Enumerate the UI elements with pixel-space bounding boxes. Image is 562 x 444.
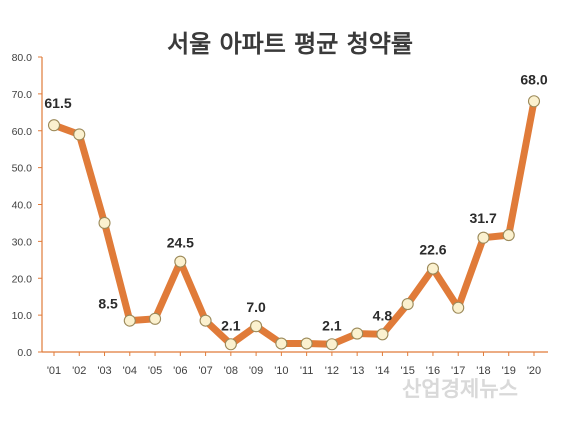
data-label: 24.5 xyxy=(167,235,194,251)
data-labels-group: 61.5 8.5 24.5 2.1 7.0 2.1 4.8 22.6 31.7 68.0 xyxy=(44,71,547,333)
x-tick-label: '03 xyxy=(97,365,111,377)
data-point xyxy=(123,314,136,327)
data-point xyxy=(527,95,541,108)
y-tick-label: 50.0 xyxy=(12,163,33,175)
data-label: 22.6 xyxy=(419,242,446,258)
x-tick-label: '14 xyxy=(375,365,389,377)
data-point xyxy=(502,229,515,242)
data-point xyxy=(452,301,465,314)
data-point xyxy=(401,298,414,311)
x-tick-label: '01 xyxy=(47,365,61,377)
y-tick-label: 80.0 xyxy=(12,52,33,64)
data-point xyxy=(426,262,439,275)
data-label: 2.1 xyxy=(221,317,241,333)
data-point xyxy=(149,312,162,325)
data-point xyxy=(250,320,263,333)
data-label: 7.0 xyxy=(246,299,266,315)
data-point xyxy=(351,327,364,340)
x-tick-label: '12 xyxy=(325,365,339,377)
x-tick-label: '09 xyxy=(249,365,263,377)
x-tick-label: '20 xyxy=(527,365,541,377)
data-label: 61.5 xyxy=(44,95,71,111)
x-tick-label: '10 xyxy=(274,365,288,377)
data-point xyxy=(47,119,61,132)
data-point xyxy=(174,255,187,268)
data-point xyxy=(98,216,111,229)
x-tick-label: '06 xyxy=(173,365,187,377)
y-tick-label: 70.0 xyxy=(12,89,33,101)
data-label: 8.5 xyxy=(98,296,118,312)
x-tick-label: '04 xyxy=(123,365,137,377)
markers-group xyxy=(47,95,541,351)
y-axis: 0.0 10.0 20.0 30.0 40.0 50.0 60.0 70.0 80.0 xyxy=(12,52,43,359)
chart-title: 서울 아파트 평균 청약률 xyxy=(167,30,413,58)
y-tick-label: 20.0 xyxy=(12,273,33,285)
data-label: 31.7 xyxy=(469,210,496,226)
data-point xyxy=(73,128,86,141)
data-label: 4.8 xyxy=(373,307,393,323)
y-tick-label: 30.0 xyxy=(12,236,33,248)
y-tick-label: 10.0 xyxy=(12,310,33,322)
x-tick-label: '07 xyxy=(198,365,212,377)
watermark: 산업경제뉴스 xyxy=(402,377,518,401)
data-label: 2.1 xyxy=(322,317,342,333)
data-point xyxy=(224,338,237,351)
data-point xyxy=(376,328,389,341)
data-point xyxy=(275,337,288,350)
data-label: 68.0 xyxy=(520,71,547,87)
x-tick-label: '13 xyxy=(350,365,364,377)
x-tick-label: '15 xyxy=(401,365,415,377)
y-tick-label: 60.0 xyxy=(12,126,33,138)
x-tick-label: '02 xyxy=(72,365,86,377)
y-tick-label: 40.0 xyxy=(12,200,33,212)
data-point xyxy=(325,338,338,351)
x-axis: '01 '02 '03 '04 '05 '06 '07 '08 '09 '10 '11 '12 '13 '… xyxy=(42,351,548,377)
x-tick-label: '18 xyxy=(476,365,490,377)
x-tick-label: '08 xyxy=(224,365,238,377)
data-point xyxy=(300,337,313,350)
data-point xyxy=(199,314,212,327)
x-tick-label: '19 xyxy=(502,365,516,377)
x-tick-label: '17 xyxy=(451,365,465,377)
x-tick-label: '05 xyxy=(148,365,162,377)
x-tick-label: '11 xyxy=(300,365,314,377)
data-point xyxy=(477,231,490,244)
x-tick-label: '16 xyxy=(426,365,440,377)
y-tick-label: 0.0 xyxy=(17,347,32,359)
